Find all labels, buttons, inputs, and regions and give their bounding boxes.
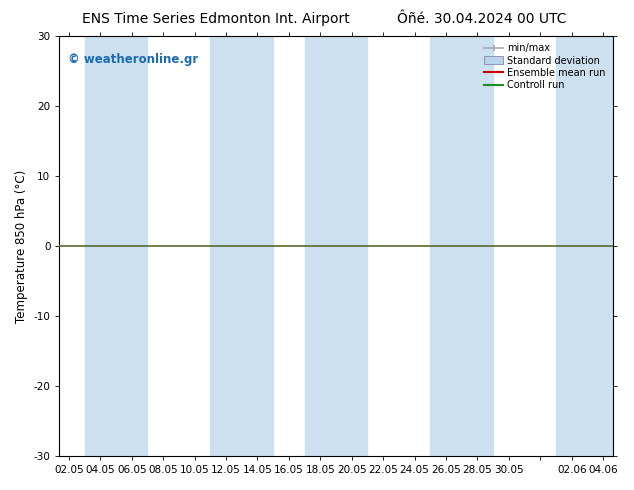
Legend: min/max, Standard deviation, Ensemble mean run, Controll run: min/max, Standard deviation, Ensemble me… (482, 41, 608, 92)
Bar (556, 36, 619, 456)
Y-axis label: Temperature 850 hPa (°C): Temperature 850 hPa (°C) (15, 170, 28, 323)
Text: ENS Time Series Edmonton Int. Airport: ENS Time Series Edmonton Int. Airport (82, 12, 349, 26)
Bar (210, 36, 273, 456)
Bar (430, 36, 493, 456)
Bar (84, 36, 148, 456)
Text: Ôñé. 30.04.2024 00 UTC: Ôñé. 30.04.2024 00 UTC (397, 12, 567, 26)
Text: © weatheronline.gr: © weatheronline.gr (68, 53, 198, 66)
Bar (304, 36, 368, 456)
